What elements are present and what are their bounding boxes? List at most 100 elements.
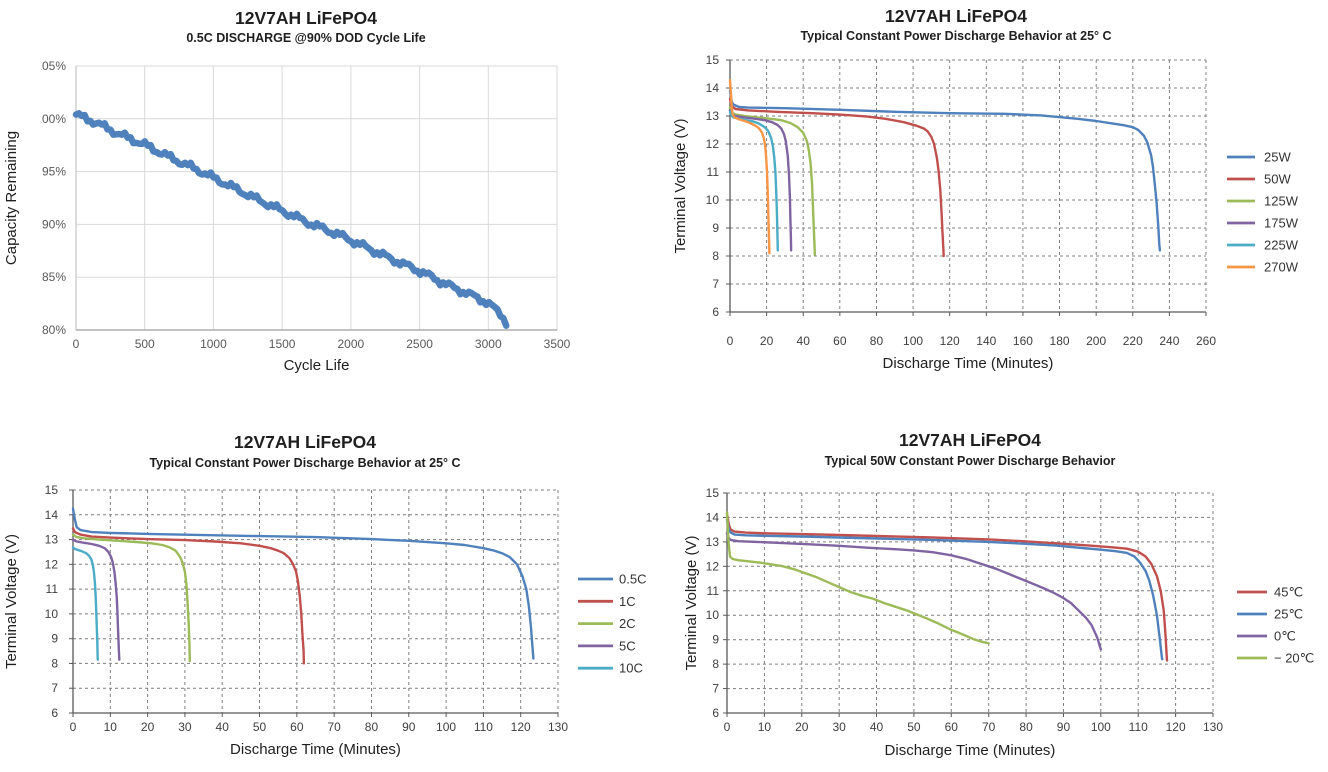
legend-label-0.5C: 0.5C xyxy=(619,572,646,587)
x-tick-label: 40 xyxy=(797,334,811,348)
y-tick-label: 14 xyxy=(706,81,720,95)
x-tick-label: 60 xyxy=(833,334,847,348)
y-tick-label: 7 xyxy=(51,681,58,695)
x-tick-label: 130 xyxy=(1203,720,1223,734)
legend-label-25W: 25W xyxy=(1264,150,1291,165)
y-axis-title: Terminal Voltage (V) xyxy=(672,118,689,253)
y-tick-label: 6 xyxy=(712,305,719,319)
chart-cycle-life: 105% 100% 95% 90% 85% 80% 0 500 1000 1500 2000 2500… xyxy=(0,0,664,386)
y-tick-label: 10 xyxy=(706,608,720,622)
x-tick-label: 1000 xyxy=(200,337,227,351)
x-tick-label: 90 xyxy=(1057,720,1071,734)
series-1C xyxy=(71,527,306,665)
y-tick-label: 12 xyxy=(706,137,720,151)
legend-label-175W: 175W xyxy=(1264,216,1299,231)
series-5C xyxy=(71,538,121,661)
series-0℃ xyxy=(725,532,1102,651)
y-tick-label: 6 xyxy=(51,706,58,720)
series-10C xyxy=(71,546,99,661)
series-175W xyxy=(728,109,793,252)
chart-crate-discharge-25c-canvas: 15 14 13 12 11 10 9 8 7 60 10 20 30 40 50 60 70 80 90 100 11… xyxy=(3,432,646,758)
x-tick-label: 70 xyxy=(327,720,341,734)
x-tick-label: 70 xyxy=(982,720,996,734)
x-tick-label: 30 xyxy=(178,720,192,734)
y-axis-title: Capacity Remaining xyxy=(3,131,20,265)
x-tick-label: 80 xyxy=(1019,720,1033,734)
x-tick-label: 20 xyxy=(141,720,155,734)
y-tick-label: 95% xyxy=(42,165,66,179)
x-tick-label: 50 xyxy=(253,720,267,734)
legend-label-0℃: 0℃ xyxy=(1274,629,1296,644)
y-tick-label: 10 xyxy=(45,607,59,621)
legend-label-1C: 1C xyxy=(619,594,636,609)
y-tick-label: 105% xyxy=(35,59,66,73)
x-tick-label: 80 xyxy=(870,334,884,348)
x-tick-label: 240 xyxy=(1159,334,1179,348)
legend-label-225W: 225W xyxy=(1264,238,1299,253)
chart-subtitle: Typical Constant Power Discharge Behavio… xyxy=(149,456,460,470)
x-tick-label: 90 xyxy=(402,720,416,734)
x-tick-label: 130 xyxy=(548,720,568,734)
y-tick-label: 7 xyxy=(712,682,719,696)
x-axis-title: Discharge Time (Minutes) xyxy=(230,741,401,758)
x-tick-label: 100 xyxy=(1091,720,1111,734)
chart-subtitle: Typical Constant Power Discharge Behavio… xyxy=(800,29,1111,43)
y-tick-label: 90% xyxy=(42,217,66,231)
x-tick-label: 0 xyxy=(73,337,80,351)
legend-label-45℃: 45℃ xyxy=(1274,585,1303,600)
y-tick-label: 11 xyxy=(46,582,59,596)
x-axis-title: Cycle Life xyxy=(284,357,350,374)
y-tick-label: 13 xyxy=(706,535,720,549)
y-tick-label: 10 xyxy=(706,193,720,207)
legend-label-125W: 125W xyxy=(1264,194,1299,209)
y-tick-label: 8 xyxy=(51,656,58,670)
y-tick-label: 8 xyxy=(712,249,719,263)
y-tick-label: 15 xyxy=(706,53,720,67)
x-tick-label: 120 xyxy=(940,334,960,348)
x-tick-label: 0 xyxy=(70,720,77,734)
y-tick-label: 12 xyxy=(45,557,59,571)
y-tick-label: 9 xyxy=(712,221,719,235)
series-capacity-remaining xyxy=(72,110,510,329)
y-axis-title: Terminal Voltage (V) xyxy=(3,534,20,669)
chart-subtitle: 0.5C DISCHARGE @90% DOD Cycle Life xyxy=(186,31,425,45)
series-125W xyxy=(728,106,816,256)
y-tick-label: 7 xyxy=(712,277,719,291)
x-tick-label: 60 xyxy=(945,720,959,734)
x-tick-label: 2000 xyxy=(338,337,365,351)
chart-crate-discharge-25c: 15 14 13 12 11 10 9 8 7 6 0 10 20 30 40 50 60 70 80 90 100 11… xyxy=(0,400,664,772)
series-2C xyxy=(71,533,191,663)
x-tick-label: 60 xyxy=(290,720,304,734)
legend-label-270W: 270W xyxy=(1264,260,1299,275)
x-tick-label: 20 xyxy=(760,334,774,348)
chart-temp-discharge-50w: 15 14 13 12 11 10 9 8 7 6 0 10 20 30 40 50 60 70 80 90 100 11… xyxy=(664,400,1328,772)
x-tick-label: 30 xyxy=(832,720,846,734)
series-25℃ xyxy=(725,518,1164,661)
y-tick-label: 100% xyxy=(35,112,66,126)
x-tick-label: 220 xyxy=(1123,334,1143,348)
y-tick-label: 11 xyxy=(707,165,720,179)
x-tick-label: 50 xyxy=(907,720,921,734)
y-tick-label: 15 xyxy=(45,483,59,497)
legend-label-10C: 10C xyxy=(619,661,643,676)
series-0.5C xyxy=(71,507,535,660)
x-tick-label: 10 xyxy=(104,720,118,734)
series-45℃ xyxy=(725,512,1169,662)
chart-subtitle: Typical 50W Constant Power Discharge Beh… xyxy=(825,454,1116,468)
x-tick-label: 180 xyxy=(1050,334,1070,348)
x-tick-label: 0 xyxy=(727,334,734,348)
chart-title: 12V7AH LiFePO4 xyxy=(235,8,377,28)
y-tick-label: 12 xyxy=(706,559,720,573)
x-axis-title: Discharge Time (Minutes) xyxy=(883,355,1054,372)
x-tick-label: 3500 xyxy=(544,337,571,351)
y-tick-label: 13 xyxy=(706,109,720,123)
legend-label-2C: 2C xyxy=(619,616,636,631)
x-tick-label: 10 xyxy=(758,720,772,734)
y-tick-label: 15 xyxy=(706,486,720,500)
x-tick-label: 160 xyxy=(1013,334,1033,348)
x-tick-label: 200 xyxy=(1086,334,1106,348)
x-tick-label: 110 xyxy=(474,720,493,734)
x-tick-label: 80 xyxy=(365,720,379,734)
